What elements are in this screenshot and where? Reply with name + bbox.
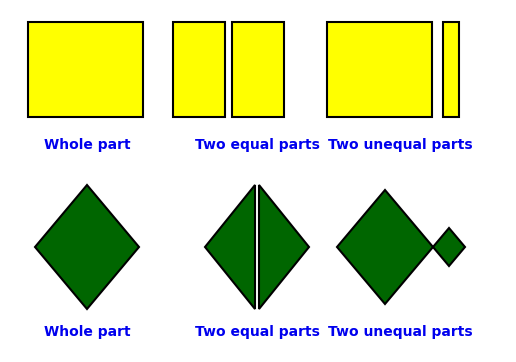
Text: Two unequal parts: Two unequal parts — [328, 138, 472, 152]
Bar — [173, 22, 225, 117]
Polygon shape — [259, 185, 309, 309]
Text: Whole part: Whole part — [44, 325, 131, 339]
Polygon shape — [433, 228, 465, 266]
Text: Two unequal parts: Two unequal parts — [328, 325, 472, 339]
Bar — [232, 22, 284, 117]
Text: Whole part: Whole part — [44, 138, 131, 152]
Polygon shape — [205, 185, 255, 309]
Polygon shape — [35, 185, 139, 309]
Bar — [443, 22, 459, 117]
Bar — [327, 22, 432, 117]
Bar — [28, 22, 143, 117]
Polygon shape — [337, 190, 433, 304]
Text: Two equal parts: Two equal parts — [195, 325, 319, 339]
Text: Two equal parts: Two equal parts — [195, 138, 319, 152]
